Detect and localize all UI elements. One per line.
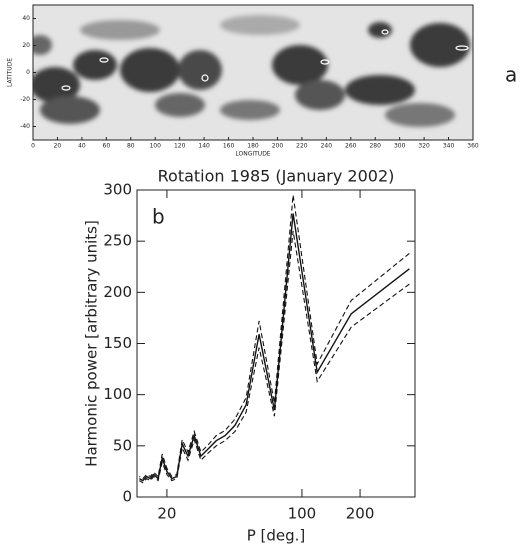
x-tick-label: 60 — [103, 143, 111, 150]
y-tick-label: 0 — [26, 69, 30, 76]
x-tick-label: 80 — [127, 143, 135, 150]
y-tick-label: 150 — [103, 334, 132, 352]
x-tick-label: 220 — [296, 143, 308, 150]
x-tick-label: 320 — [418, 143, 430, 150]
x-tick-label: 260 — [345, 143, 357, 150]
x-tick-label: 200 — [346, 505, 375, 523]
series-line — [139, 230, 410, 484]
chart-title: Rotation 1985 (January 2002) — [158, 167, 395, 186]
x-tick-label: 40 — [78, 143, 86, 150]
y-tick-label: 0 — [122, 488, 132, 506]
y-tick-label: 300 — [103, 181, 132, 199]
y-tick-label: -40 — [20, 123, 30, 130]
x-tick-label: 140 — [198, 143, 210, 150]
x-tick-label: 280 — [369, 143, 381, 150]
x-tick-label: 100 — [288, 505, 317, 523]
x-tick-label: 240 — [321, 143, 333, 150]
x-axis-label: LONGITUDE — [235, 151, 270, 158]
y-tick-label: 40 — [22, 15, 30, 22]
panel-label: a — [505, 63, 517, 87]
map-image — [33, 5, 473, 140]
series-line — [139, 213, 410, 482]
x-tick-label: 0 — [31, 143, 35, 150]
plot-frame — [136, 189, 416, 498]
x-tick-label: 20 — [54, 143, 62, 150]
y-axis-label: Harmonic power [arbitrary units] — [83, 220, 101, 467]
x-tick-label: 360 — [467, 143, 479, 150]
x-tick-label: 100 — [149, 143, 161, 150]
y-tick-label: 20 — [22, 42, 30, 49]
y-axis-label: LATITUDE — [7, 58, 14, 87]
x-tick-label: 180 — [247, 143, 259, 150]
x-tick-label: 200 — [272, 143, 284, 150]
y-tick-label: 250 — [103, 232, 132, 250]
x-tick-label: 120 — [174, 143, 186, 150]
series-line — [139, 195, 410, 480]
x-tick-label: 160 — [223, 143, 235, 150]
y-tick-label: -20 — [20, 96, 30, 103]
x-tick-label: 340 — [443, 143, 455, 150]
panel-label: b — [152, 205, 165, 229]
x-axis-label: P [deg.] — [247, 527, 306, 545]
y-tick-label: 200 — [103, 283, 132, 301]
x-tick-label: 20 — [157, 505, 176, 523]
y-tick-label: 50 — [113, 436, 132, 454]
y-tick-label: 100 — [103, 385, 132, 403]
x-tick-label: 300 — [394, 143, 406, 150]
